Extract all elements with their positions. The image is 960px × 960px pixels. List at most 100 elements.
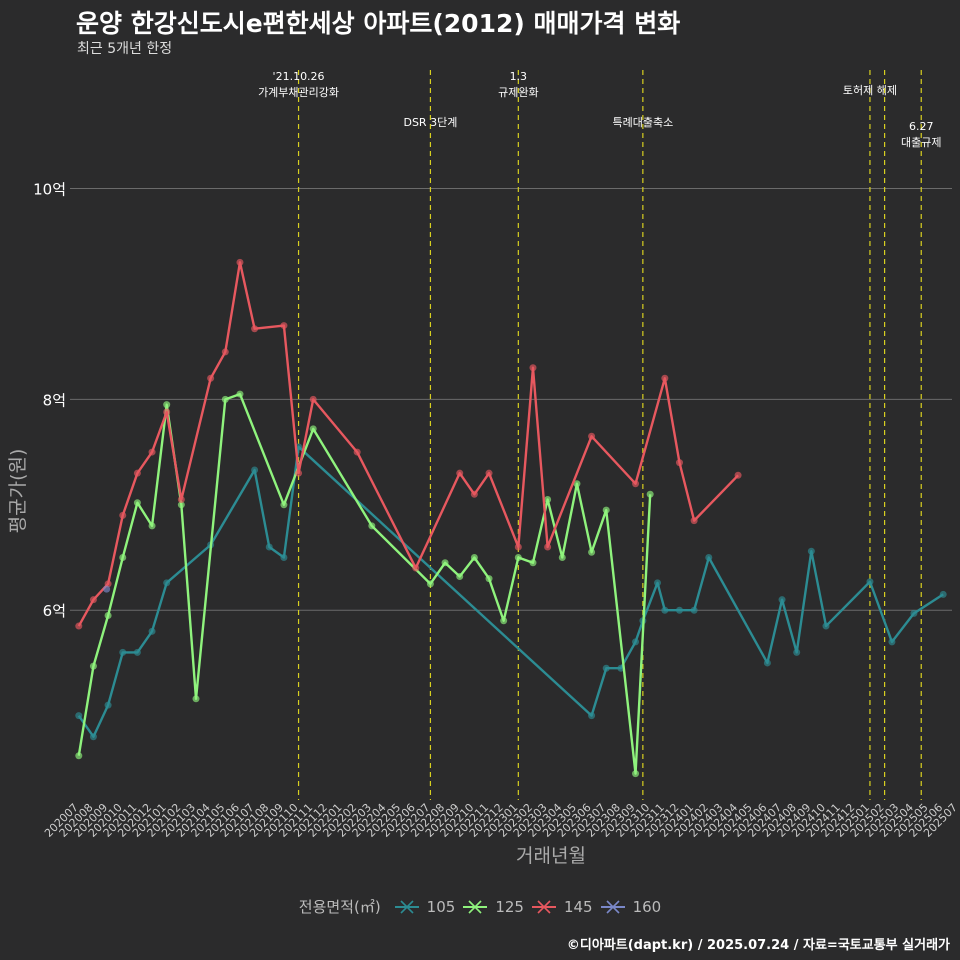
legend: 전용면적(㎡) 105 125 145 160 (0, 896, 960, 917)
data-point-145 (177, 496, 185, 504)
data-point-125 (309, 425, 317, 433)
data-point-105 (705, 554, 713, 562)
data-point-125 (236, 390, 244, 398)
data-point-145 (690, 517, 698, 525)
legend-label: 160 (632, 897, 662, 916)
data-point-145 (148, 448, 156, 456)
event-label: '21.10.26 (273, 70, 325, 83)
legend-label: 125 (495, 897, 524, 916)
data-point-105 (763, 659, 771, 667)
data-point-105 (588, 712, 596, 720)
data-point-105 (602, 664, 610, 672)
data-point-105 (888, 638, 896, 646)
data-point-145 (675, 459, 683, 467)
legend-swatch-icon (600, 899, 625, 914)
y-tick-label: 10억 (33, 181, 66, 199)
data-point-160 (103, 585, 111, 593)
data-point-145 (75, 622, 83, 630)
data-point-145 (221, 348, 229, 356)
data-point-125 (456, 572, 464, 580)
x-axis-title: 거래년월 (516, 845, 586, 867)
legend-item-125: 125 (461, 898, 524, 916)
legend-swatch-icon (394, 899, 419, 914)
data-point-125 (221, 395, 229, 403)
legend-label: 145 (563, 897, 593, 916)
event-label: DSR 3단계 (403, 116, 457, 129)
data-point-105 (866, 578, 874, 586)
data-point-105 (654, 579, 662, 587)
data-point-145 (353, 448, 361, 456)
data-point-125 (280, 501, 288, 509)
data-point-125 (426, 580, 434, 588)
data-point-105 (251, 466, 259, 474)
data-point-125 (602, 506, 610, 514)
data-point-105 (75, 712, 83, 720)
data-point-105 (148, 627, 156, 635)
data-point-145 (529, 364, 537, 372)
data-point-145 (251, 325, 259, 333)
data-point-125 (558, 554, 566, 562)
data-point-125 (573, 480, 581, 488)
data-point-125 (89, 662, 97, 670)
data-point-145 (133, 469, 141, 477)
event-label: 특례대출축소 (612, 116, 673, 129)
data-point-125 (485, 575, 493, 583)
data-point-145 (309, 395, 317, 403)
data-point-125 (368, 522, 376, 530)
data-point-105 (133, 648, 141, 656)
data-point-145 (119, 511, 127, 519)
data-point-105 (119, 648, 127, 656)
data-point-125 (588, 548, 596, 556)
y-tick-label: 8억 (43, 391, 66, 409)
data-point-145 (734, 471, 742, 479)
data-point-105 (793, 648, 801, 656)
data-point-145 (207, 374, 215, 382)
data-point-105 (280, 554, 288, 562)
y-axis-title: 평균가(원) (7, 449, 29, 534)
data-point-145 (485, 469, 493, 477)
data-point-145 (280, 322, 288, 330)
data-point-125 (646, 490, 654, 498)
event-label: 대출규제 (901, 136, 941, 149)
legend-item-105: 105 (393, 898, 455, 916)
data-point-125 (133, 499, 141, 507)
data-point-105 (104, 701, 112, 709)
data-point-105 (910, 609, 918, 617)
y-tick-label: 6억 (43, 602, 66, 620)
legend-item-160: 160 (599, 897, 662, 916)
data-point-105 (807, 547, 815, 555)
data-point-105 (690, 606, 698, 614)
data-point-125 (163, 401, 171, 409)
data-point-145 (89, 596, 97, 604)
data-point-125 (470, 554, 478, 562)
legend-swatch-icon (531, 899, 556, 914)
event-label: 가계부채관리강화 (258, 86, 339, 99)
data-point-145 (470, 490, 478, 498)
data-point-125 (529, 559, 537, 567)
event-label: 토허제 해제 (843, 83, 897, 97)
data-point-125 (514, 554, 522, 562)
data-point-105 (822, 622, 830, 630)
data-point-145 (632, 480, 640, 488)
data-point-105 (661, 606, 669, 614)
data-point-145 (236, 258, 244, 266)
data-point-105 (265, 543, 273, 551)
data-point-105 (89, 733, 97, 741)
series-line-145 (77, 261, 739, 627)
legend-title: 전용면적(㎡) (298, 898, 381, 916)
data-point-145 (412, 564, 420, 572)
data-point-125 (632, 770, 640, 778)
data-point-145 (456, 469, 464, 477)
data-point-105 (675, 606, 683, 614)
data-point-145 (163, 408, 171, 416)
data-point-125 (148, 522, 156, 530)
source-caption: ©디아파트(dapt.kr) / 2025.07.24 / 자료=국토교통부 실… (566, 938, 950, 953)
data-point-145 (588, 432, 596, 440)
data-point-105 (939, 590, 947, 598)
event-label: 규제완화 (498, 86, 538, 99)
data-point-125 (500, 617, 508, 625)
legend-item-145: 145 (530, 898, 593, 916)
chart-title: 운양 한강신도시e편한세상 아파트(2012) 매매가격 변화 (76, 9, 681, 38)
data-point-145 (514, 543, 522, 551)
data-point-125 (192, 695, 200, 703)
